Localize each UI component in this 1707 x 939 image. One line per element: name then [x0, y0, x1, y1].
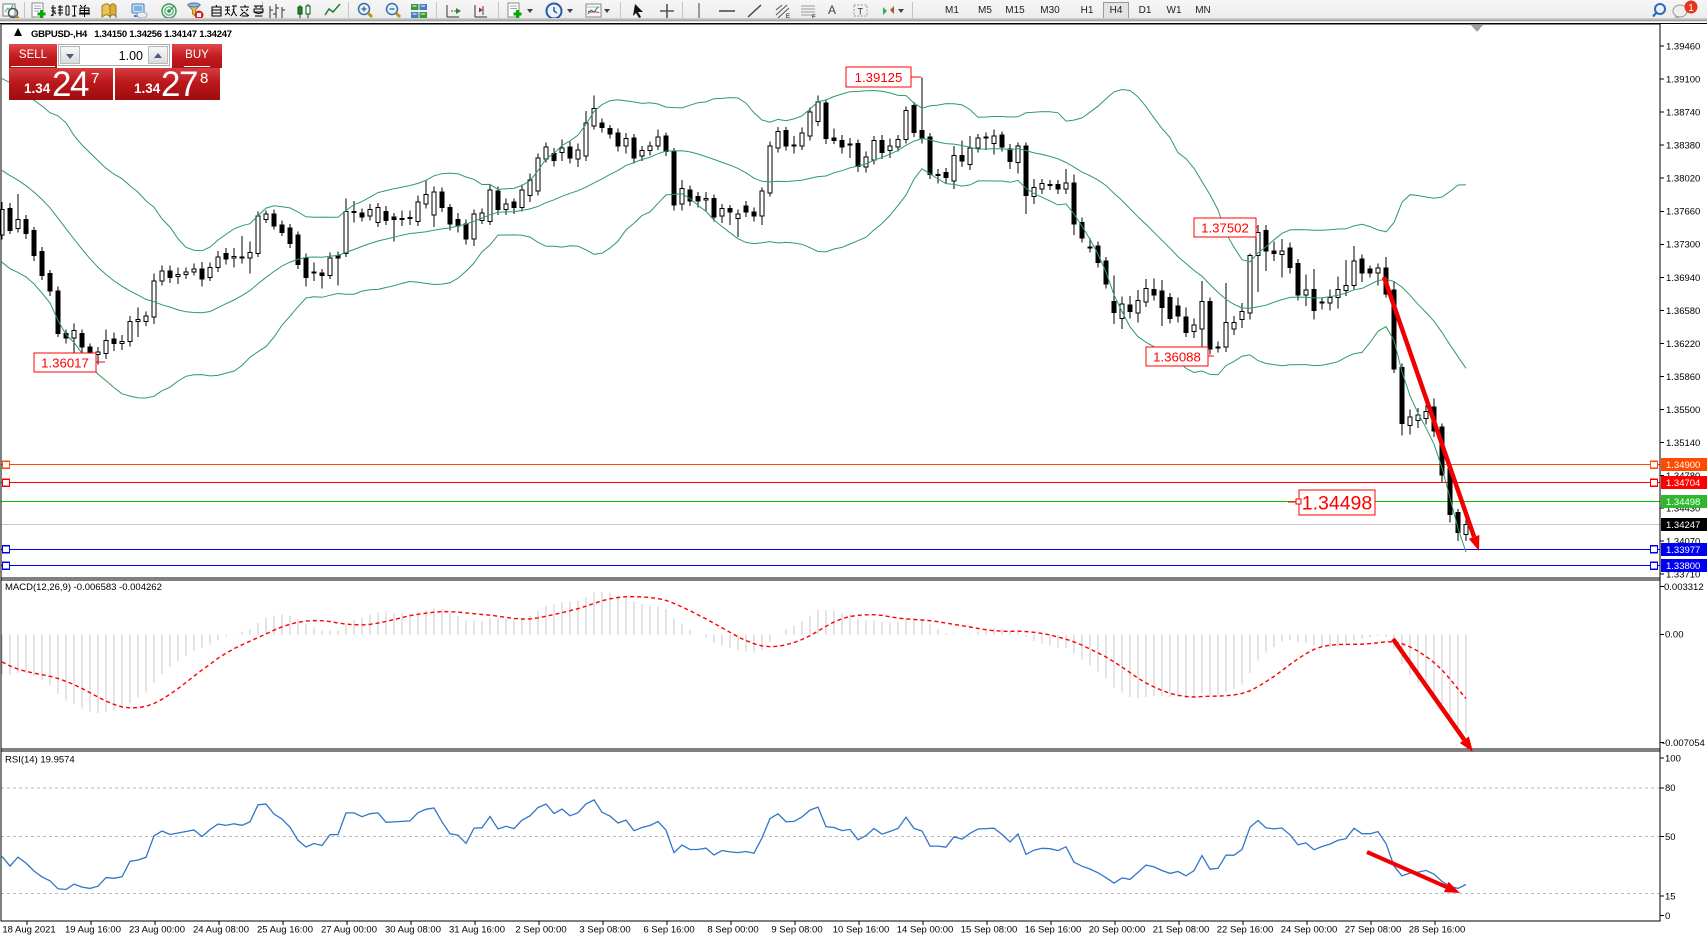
svg-text:8 Sep 00:00: 8 Sep 00:00	[707, 925, 758, 936]
svg-text:1.38020: 1.38020	[1666, 174, 1700, 185]
svg-text:1.36580: 1.36580	[1666, 306, 1700, 317]
svg-text:1.34498: 1.34498	[1302, 493, 1373, 515]
svg-text:25 Aug 16:00: 25 Aug 16:00	[257, 925, 313, 936]
svg-text:24 Sep 00:00: 24 Sep 00:00	[1281, 925, 1338, 936]
svg-text:50: 50	[1665, 832, 1676, 843]
svg-text:E: E	[786, 14, 790, 20]
svg-text:1.37502: 1.37502	[1201, 220, 1249, 235]
svg-text:RSI(14) 19.9574: RSI(14) 19.9574	[5, 755, 75, 766]
svg-text:0.003312: 0.003312	[1664, 582, 1704, 593]
svg-text:0.00: 0.00	[1665, 630, 1684, 641]
svg-text:14 Sep 00:00: 14 Sep 00:00	[897, 925, 954, 936]
svg-text:80: 80	[1665, 783, 1676, 794]
svg-text:0: 0	[1665, 911, 1670, 922]
svg-text:1.36940: 1.36940	[1666, 273, 1700, 284]
svg-text:31 Aug 16:00: 31 Aug 16:00	[449, 925, 505, 936]
svg-text:1.33710: 1.33710	[1666, 569, 1700, 580]
svg-text:1.35140: 1.35140	[1666, 438, 1700, 449]
svg-text:20 Sep 00:00: 20 Sep 00:00	[1089, 925, 1146, 936]
svg-text:F: F	[812, 15, 816, 20]
svg-text:1.35860: 1.35860	[1666, 372, 1700, 383]
svg-text:1.34498: 1.34498	[1666, 497, 1700, 508]
svg-text:19 Aug 16:00: 19 Aug 16:00	[65, 925, 121, 936]
svg-text:1.37300: 1.37300	[1666, 240, 1700, 251]
svg-text:18 Aug 2021: 18 Aug 2021	[2, 925, 55, 936]
svg-text:1.35500: 1.35500	[1666, 405, 1700, 416]
svg-text:15: 15	[1665, 892, 1676, 903]
svg-text:1.38740: 1.38740	[1666, 108, 1700, 119]
svg-text:T: T	[858, 7, 864, 17]
svg-text:28 Sep 16:00: 28 Sep 16:00	[1409, 925, 1466, 936]
svg-text:1.34070: 1.34070	[1666, 536, 1700, 547]
svg-text:1: 1	[1688, 3, 1694, 14]
svg-text:1.39125: 1.39125	[855, 70, 903, 85]
svg-text:1.39100: 1.39100	[1666, 75, 1700, 86]
svg-text:21 Sep 08:00: 21 Sep 08:00	[1153, 925, 1210, 936]
svg-text:1.36220: 1.36220	[1666, 339, 1700, 350]
svg-text:27 Aug 00:00: 27 Aug 00:00	[321, 925, 377, 936]
svg-text:1.37660: 1.37660	[1666, 207, 1700, 218]
svg-text:1.34704: 1.34704	[1666, 478, 1700, 489]
svg-text:3 Sep 08:00: 3 Sep 08:00	[579, 925, 630, 936]
svg-text:15 Sep 08:00: 15 Sep 08:00	[961, 925, 1018, 936]
svg-text:MACD(12,26,9) -0.006583 -0.004: MACD(12,26,9) -0.006583 -0.004262	[5, 582, 162, 593]
svg-text:1.38380: 1.38380	[1666, 141, 1700, 152]
svg-text:6 Sep 16:00: 6 Sep 16:00	[643, 925, 694, 936]
svg-text:1.39460: 1.39460	[1666, 41, 1700, 52]
svg-text:16 Sep 16:00: 16 Sep 16:00	[1025, 925, 1082, 936]
svg-text:23 Aug 00:00: 23 Aug 00:00	[129, 925, 185, 936]
svg-text:9 Sep 08:00: 9 Sep 08:00	[771, 925, 822, 936]
svg-text:1.34430: 1.34430	[1666, 503, 1700, 514]
svg-text:1.33800: 1.33800	[1666, 561, 1700, 572]
svg-text:100: 100	[1665, 753, 1681, 764]
svg-text:30 Aug 08:00: 30 Aug 08:00	[385, 925, 441, 936]
svg-text:1.36017: 1.36017	[41, 355, 89, 370]
svg-text:1.36088: 1.36088	[1153, 349, 1201, 364]
svg-text:2 Sep 00:00: 2 Sep 00:00	[515, 925, 566, 936]
svg-text:1.34247: 1.34247	[1666, 520, 1700, 531]
svg-text:24 Aug 08:00: 24 Aug 08:00	[193, 925, 249, 936]
svg-text:1.34900: 1.34900	[1666, 460, 1700, 471]
svg-text:22 Sep 16:00: 22 Sep 16:00	[1217, 925, 1274, 936]
svg-text:10 Sep 16:00: 10 Sep 16:00	[833, 925, 890, 936]
svg-text:-0.007054: -0.007054	[1662, 738, 1705, 749]
svg-text:27 Sep 08:00: 27 Sep 08:00	[1345, 925, 1402, 936]
svg-text:1.33977: 1.33977	[1666, 545, 1700, 556]
